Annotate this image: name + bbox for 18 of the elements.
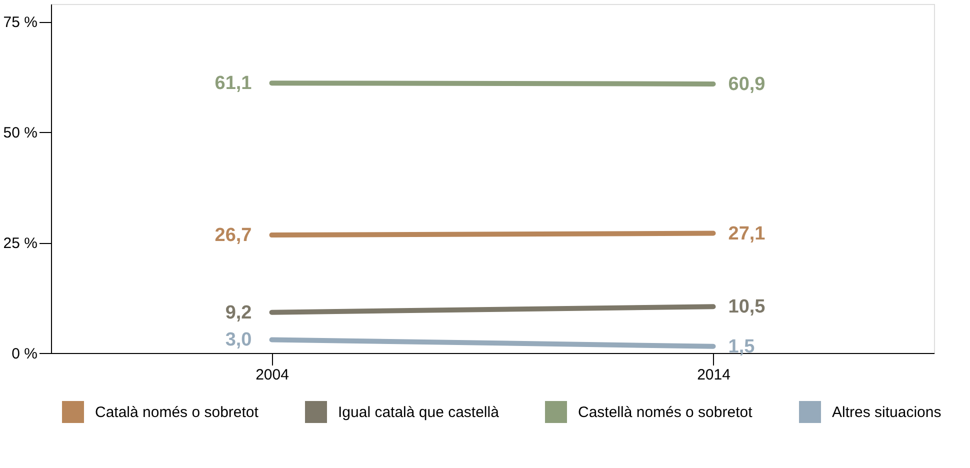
legend-label: Castellà només o sobretot bbox=[578, 404, 754, 421]
data-label: 26,7 bbox=[214, 225, 252, 246]
y-tick-label: 50 % bbox=[3, 124, 38, 142]
y-tick-label: 0 % bbox=[12, 346, 38, 362]
data-label: 60,9 bbox=[728, 74, 766, 95]
legend-label: Altres situacions bbox=[832, 404, 942, 421]
x-tick-label: 2014 bbox=[697, 366, 730, 384]
legend-label: Igual català que castellà bbox=[338, 404, 500, 421]
x-tick-label: 2004 bbox=[256, 366, 289, 384]
data-label: 10,5 bbox=[728, 296, 766, 318]
data-label: 61,1 bbox=[214, 73, 252, 94]
data-label: 9,2 bbox=[225, 302, 252, 324]
data-label: 27,1 bbox=[728, 223, 766, 244]
data-label: 1,5 bbox=[728, 336, 756, 358]
y-tick-label: 25 % bbox=[3, 235, 38, 252]
y-tick-label: 75 % bbox=[3, 14, 38, 32]
data-label: 3,0 bbox=[225, 330, 252, 351]
legend-label: Català només o sobretot bbox=[95, 404, 260, 421]
